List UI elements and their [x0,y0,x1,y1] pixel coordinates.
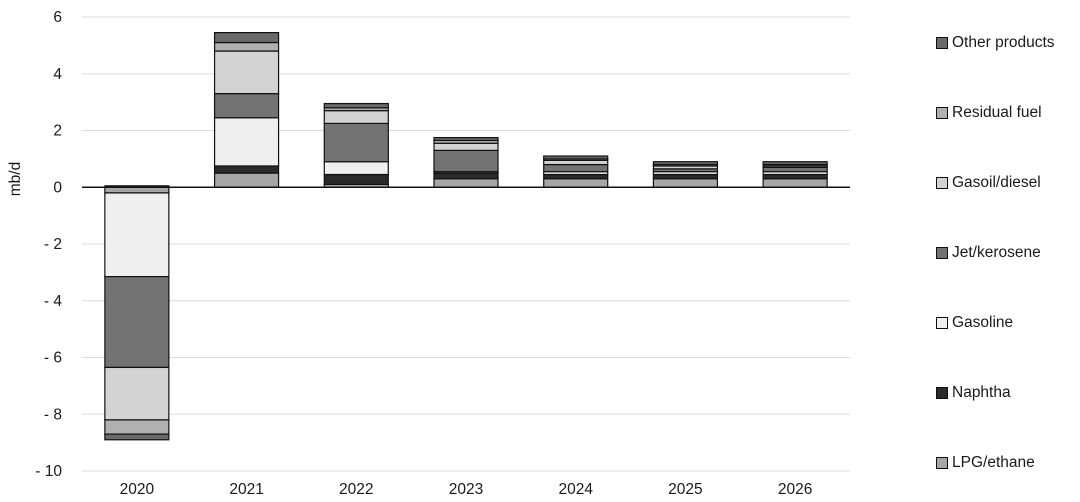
x-tick-label: 2023 [449,481,483,498]
bar-segment [543,163,609,173]
bar-segment [213,117,280,167]
bar-segment [762,178,828,188]
y-tick-label: 0 [53,179,62,196]
bar-segment [543,178,609,188]
bar-segment [762,173,828,180]
bar-segment [213,165,280,174]
legend-label: Jet/kerosene [952,244,1041,261]
bar-segment [543,173,609,180]
legend-swatch [936,107,948,119]
legend-item: Jet/kerosene [936,243,1041,263]
legend-item: Gasoil/diesel [936,173,1041,193]
bar-segment [323,161,389,176]
legend-swatch [936,177,948,189]
bar-segment [323,102,389,109]
gridlines [82,16,850,472]
y-tick-label: - 6 [44,350,62,367]
legend-item: Other products [936,33,1055,53]
y-tick-label: 2 [53,123,62,140]
legend-swatch [936,37,948,49]
y-axis-label: mb/d [7,162,24,196]
legend-item: Gasoline [936,313,1013,333]
x-axis-ticks: 2020 2021 2022 2023 2024 2025 2026 [120,481,813,498]
legend-label: LPG/ethane [952,454,1035,471]
legend-swatch [936,317,948,329]
y-tick-label: - 4 [44,293,62,310]
legend-label: Naphtha [952,384,1011,401]
bar-segment [213,32,280,44]
bar-segment [652,173,719,180]
legend-item: LPG/ethane [936,453,1035,473]
bar-segment [213,50,280,95]
bar-segment [104,366,170,421]
bar-segment [762,166,828,173]
bar-segment [762,161,828,166]
bar-segment [213,93,280,119]
bar-segment [543,155,609,160]
legend-label: Gasoline [952,314,1014,331]
bar-segment [104,186,170,194]
legend: Other products Residual fuel Gasoil/diesel… [936,30,1080,480]
bar-segment [433,172,499,180]
x-tick-label: 2026 [778,481,812,498]
legend-label: Residual fuel [952,104,1042,121]
y-axis-ticks: 6 4 2 0 - 2 - 4 - 6 - 8 - 10 [35,9,62,480]
legend-swatch [936,247,948,259]
x-tick-label: 2025 [668,481,702,498]
bar-segment [323,173,389,186]
legend-label: Gasoil/diesel [952,174,1041,191]
bar-segment [104,433,170,441]
bar-segment [652,178,719,188]
bar-segment [213,172,280,188]
bars [104,32,828,441]
x-tick-label: 2024 [558,481,593,498]
legend-swatch [936,457,948,469]
bar-segment [323,122,389,163]
x-tick-label: 2022 [339,481,373,498]
bar-segment [104,192,170,278]
bar-segment [652,161,719,166]
y-tick-label: - 2 [44,236,62,253]
legend-item: Naphtha [936,383,1011,403]
x-tick-label: 2021 [229,481,263,498]
bar-segment [433,149,499,173]
bar-segment [433,142,499,151]
y-tick-label: - 8 [44,406,62,423]
y-tick-label: - 10 [35,463,62,480]
bar-segment [433,136,499,142]
legend-item: Residual fuel [936,103,1042,123]
bar-segment [104,276,170,369]
bar-segment [213,41,280,52]
x-tick-label: 2020 [120,481,155,498]
legend-label: Other products [952,34,1055,51]
bar-segment [323,110,389,125]
bar-segment [104,419,170,435]
y-tick-label: 4 [53,66,62,83]
y-tick-label: 6 [53,9,62,26]
bar-segment [543,159,609,166]
bar-segment [433,178,499,188]
legend-swatch [936,387,948,399]
